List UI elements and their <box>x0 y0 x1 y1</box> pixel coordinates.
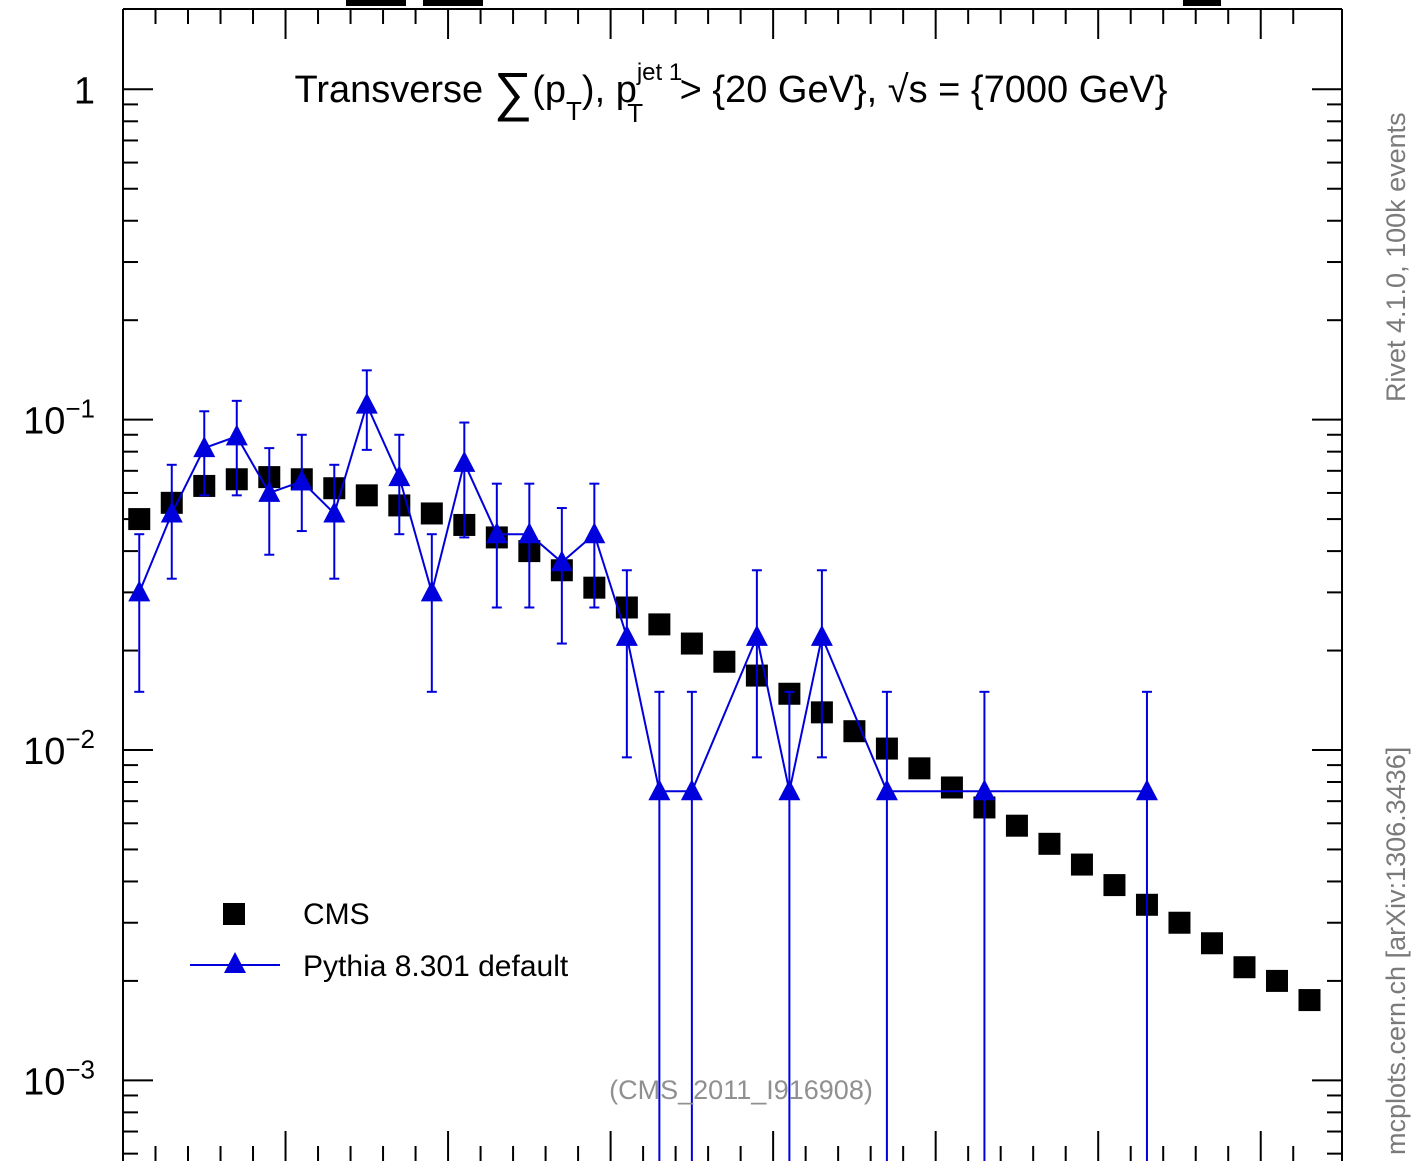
axis-ticks <box>122 9 1342 1161</box>
title-sqrt: √s <box>888 69 928 111</box>
pythia-point <box>258 480 281 502</box>
y-tick-label: 1 <box>74 70 95 112</box>
pythia-point <box>323 501 346 523</box>
title-energy: = {7000 GeV} <box>928 69 1168 111</box>
pythia-point <box>290 469 313 491</box>
pythia-point <box>680 779 703 801</box>
clipped-top-strip <box>346 0 1221 6</box>
legend-label-cms: CMS <box>303 898 370 931</box>
pythia-point <box>128 580 151 602</box>
pythia-point <box>518 522 541 544</box>
legend: CMS Pythia 8.301 default <box>190 898 569 983</box>
pythia-point <box>453 450 476 472</box>
title-jet-sup: jet 1 <box>636 59 682 86</box>
pythia-point <box>778 779 801 801</box>
y-tick-label: 10−2 <box>23 724 95 773</box>
pythia-point <box>810 624 833 646</box>
title-pt-close: ), p <box>582 69 637 111</box>
cms-point <box>1298 989 1321 1012</box>
mcplots-label: mcplots.cern.ch [arXiv:1306.3436] <box>1381 746 1411 1155</box>
cms-point <box>713 650 736 673</box>
cms-point <box>1168 911 1191 934</box>
legend-label-pythia: Pythia 8.301 default <box>303 950 569 983</box>
cms-point <box>680 632 703 655</box>
series-pythia <box>128 369 1158 1161</box>
cms-point <box>355 484 378 507</box>
pythia-point <box>615 624 638 646</box>
pythia-point <box>745 624 768 646</box>
y-tick-labels: 1 10−1 10−2 10−3 <box>23 70 95 1103</box>
cms-point <box>1005 814 1028 837</box>
pythia-line <box>138 401 1147 793</box>
title-jet-sub: T <box>627 98 643 128</box>
title-prefix: Transverse <box>295 69 494 111</box>
cms-point <box>1038 832 1061 855</box>
cms-point <box>420 502 443 525</box>
pythia-point <box>160 501 183 523</box>
rivet-label: Rivet 4.1.0, 100k events <box>1381 112 1411 402</box>
legend-marker-cms <box>223 903 245 925</box>
analysis-annotation: (CMS_2011_I916908) <box>609 1075 873 1105</box>
clipped-title-fragment <box>346 0 406 6</box>
cms-point <box>1265 969 1288 992</box>
pythia-point <box>550 550 573 572</box>
pythia-point <box>388 465 411 487</box>
cms-point <box>1200 932 1223 955</box>
pythia-point <box>1135 779 1158 801</box>
pythia-point <box>583 522 606 544</box>
pythia-point <box>973 779 996 801</box>
pythia-point <box>648 779 671 801</box>
title-cut: > {20 GeV}, <box>669 69 888 111</box>
clipped-title-fragment <box>1183 0 1221 6</box>
pythia-point <box>193 436 216 458</box>
clipped-title-fragment <box>423 0 483 6</box>
pythia-point <box>355 392 378 414</box>
cms-point <box>1233 956 1256 979</box>
title-pt-open: (p <box>532 69 566 111</box>
cms-point <box>1103 874 1126 897</box>
legend-marker-pythia <box>224 952 246 973</box>
cms-point <box>940 776 963 799</box>
pythia-point <box>875 779 898 801</box>
title-pt-sub: T <box>566 96 582 126</box>
pythia-point <box>420 580 443 602</box>
sum-symbol: ∑ <box>494 62 533 122</box>
y-tick-label: 10−3 <box>23 1054 95 1103</box>
y-tick-label: 10−1 <box>23 394 95 443</box>
pythia-point <box>485 522 508 544</box>
pythia-point <box>225 424 248 446</box>
cms-point <box>1070 853 1093 876</box>
cms-point <box>648 613 671 636</box>
cms-point <box>128 508 151 531</box>
axes-frame <box>122 8 1343 1161</box>
cms-point <box>908 757 931 780</box>
